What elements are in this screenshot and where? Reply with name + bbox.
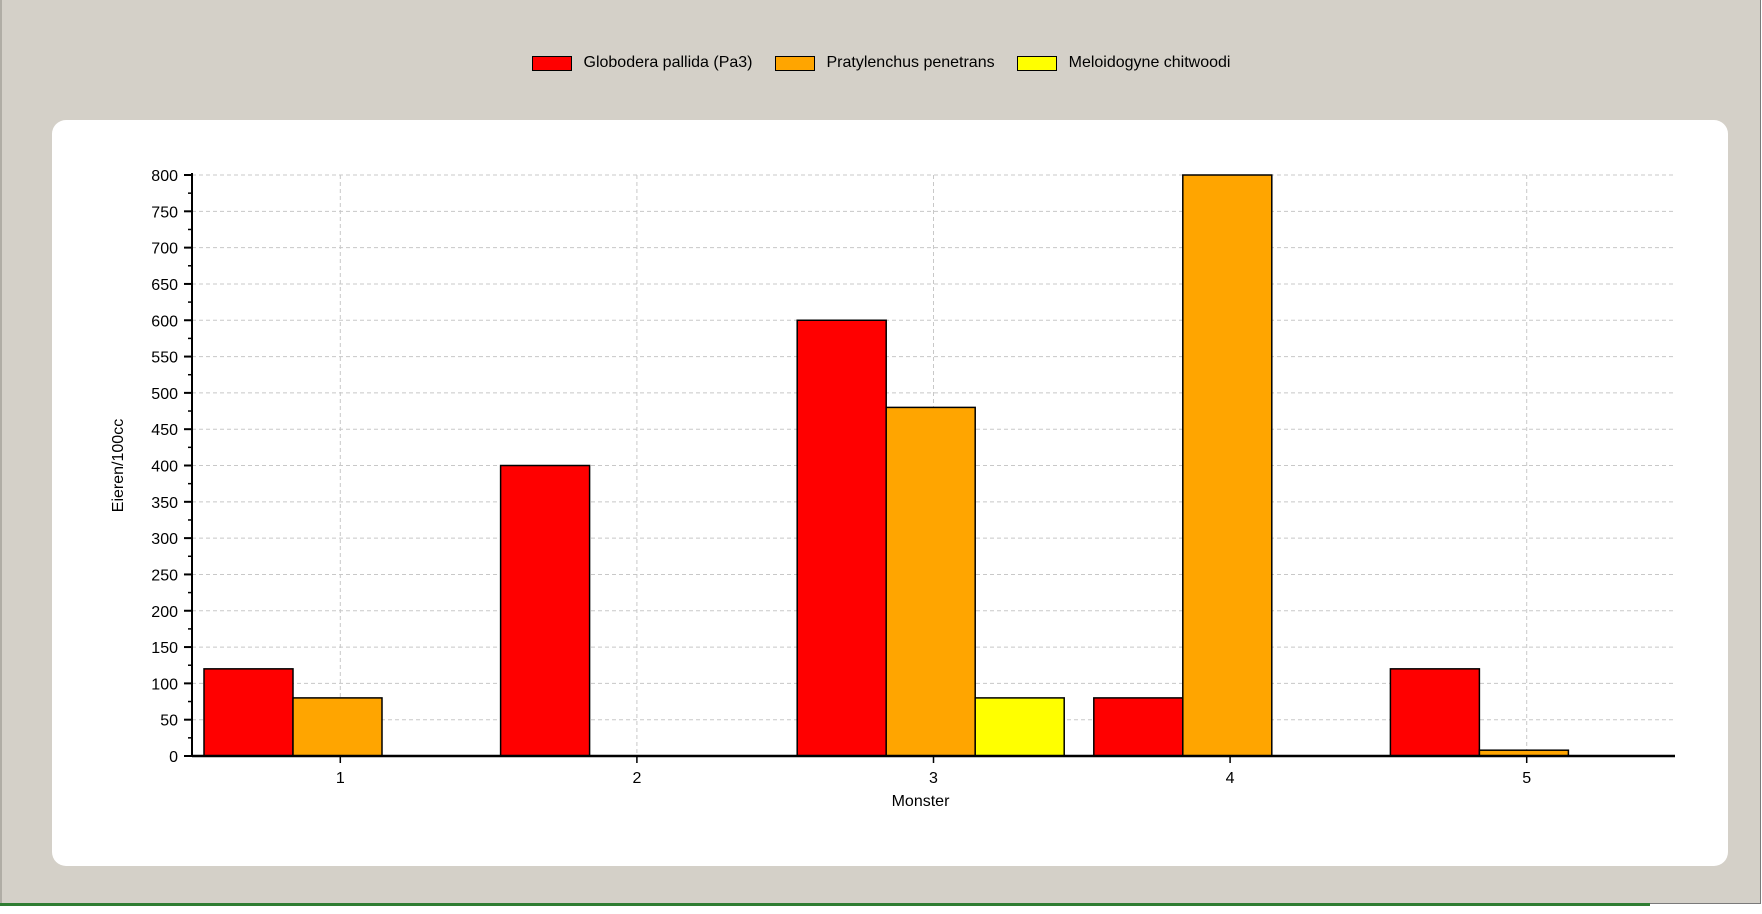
legend-swatch-meloidogyne — [1016, 55, 1057, 71]
y-tick-label: 300 — [151, 531, 178, 548]
x-tick-label: 5 — [1522, 770, 1531, 787]
legend-item-globodera: Globodera pallida (Pa3) — [531, 54, 753, 72]
bar — [1389, 668, 1481, 757]
y-tick-label: 700 — [151, 241, 178, 258]
y-tick-label: 200 — [151, 604, 178, 621]
bar — [974, 697, 1065, 757]
y-tick-label: 150 — [151, 640, 178, 657]
window-left-edge — [0, 0, 2, 903]
y-axis-title: Eieren/100cc — [110, 419, 127, 512]
legend-swatch-globodera — [531, 55, 572, 71]
y-tick-label: 750 — [151, 204, 178, 221]
legend-label-meloidogyne: Meloidogyne chitwoodi — [1068, 54, 1231, 71]
bar — [499, 464, 591, 757]
chart-legend: Globodera pallida (Pa3) Pratylenchus pen… — [0, 50, 1762, 76]
bar — [203, 668, 294, 757]
x-tick-label: 4 — [1226, 770, 1235, 787]
y-tick-label: 450 — [151, 422, 178, 439]
x-tick-label: 1 — [336, 770, 345, 787]
y-tick-label: 500 — [151, 386, 178, 403]
y-tick-label: 650 — [151, 277, 178, 294]
y-tick-label: 350 — [151, 495, 178, 512]
y-tick-label: 0 — [169, 749, 178, 766]
legend-item-meloidogyne: Meloidogyne chitwoodi — [1016, 54, 1231, 72]
bar — [1182, 174, 1273, 757]
y-tick-label: 550 — [151, 350, 178, 367]
bar — [1093, 697, 1184, 757]
y-tick-label: 400 — [151, 459, 178, 476]
bar — [885, 406, 976, 757]
legend-swatch-pratylenchus — [774, 55, 815, 71]
bar — [796, 319, 887, 757]
window-bottom-edge — [0, 903, 1650, 906]
legend-label-globodera: Globodera pallida (Pa3) — [583, 54, 753, 71]
legend-label-pratylenchus: Pratylenchus penetrans — [826, 54, 995, 71]
bar — [292, 697, 383, 757]
legend-item-pratylenchus: Pratylenchus penetrans — [774, 54, 995, 72]
y-tick-label: 600 — [151, 313, 178, 330]
y-tick-label: 800 — [151, 168, 178, 185]
y-tick-label: 100 — [151, 676, 178, 693]
y-tick-label: 250 — [151, 567, 178, 584]
x-tick-label: 2 — [632, 770, 641, 787]
x-axis-title: Monster — [892, 793, 950, 810]
x-tick-label: 3 — [929, 770, 938, 787]
y-tick-label: 50 — [160, 713, 178, 730]
